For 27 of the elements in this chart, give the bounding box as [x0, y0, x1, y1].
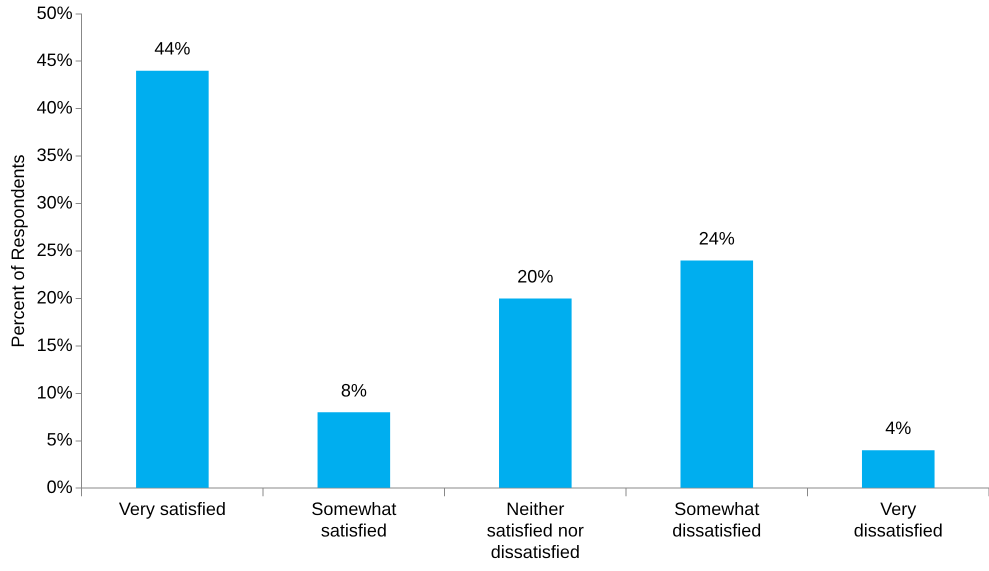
y-tick-label: 15% [36, 334, 73, 355]
y-tick-label: 35% [36, 145, 73, 166]
data-label: 8% [340, 380, 367, 400]
x-tick-label: Very dissatisfied [854, 498, 943, 541]
y-tick-label: 20% [36, 287, 73, 308]
y-tick-label: 45% [36, 50, 73, 70]
data-label: 24% [698, 228, 735, 248]
data-label: 20% [517, 266, 554, 286]
data-label: 44% [154, 38, 190, 59]
data-label: 4% [885, 418, 912, 438]
y-tick-label: 5% [46, 430, 73, 450]
y-tick-label: 30% [36, 192, 73, 213]
bar [862, 450, 935, 488]
y-tick-label: 50% [36, 2, 73, 23]
x-tick-label: Somewhat dissatisfied [672, 498, 762, 541]
y-tick-label: 0% [46, 477, 73, 498]
y-tick-label: 25% [36, 240, 73, 260]
x-tick-label: Neither satisfied nor dissatisfied [486, 498, 584, 562]
y-tick-label: 40% [36, 98, 73, 118]
x-tick-label: Very satisfied [118, 498, 226, 519]
y-axis-title: Percent of Respondents [8, 154, 28, 348]
bar [318, 412, 390, 488]
bar [136, 70, 209, 488]
x-tick-label: Somewhat satisfied [311, 498, 396, 541]
bar [499, 298, 572, 488]
y-tick-label: 10% [36, 382, 73, 402]
bar [680, 260, 754, 488]
